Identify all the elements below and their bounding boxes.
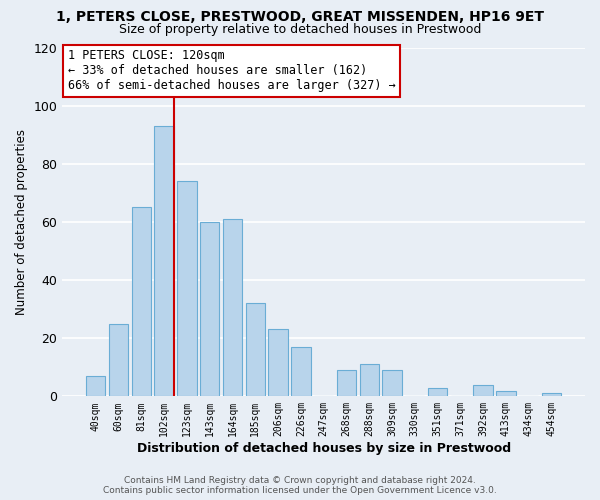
Text: 1 PETERS CLOSE: 120sqm
← 33% of detached houses are smaller (162)
66% of semi-de: 1 PETERS CLOSE: 120sqm ← 33% of detached… [68,49,395,92]
X-axis label: Distribution of detached houses by size in Prestwood: Distribution of detached houses by size … [137,442,511,455]
Bar [473,384,493,396]
Text: Contains HM Land Registry data © Crown copyright and database right 2024.
Contai: Contains HM Land Registry data © Crown c… [103,476,497,495]
Bar [109,324,128,396]
Bar [496,390,515,396]
Bar [268,330,288,396]
Bar [337,370,356,396]
Bar [382,370,402,396]
Bar [542,394,561,396]
Bar [177,181,197,396]
Bar [200,222,220,396]
Bar [359,364,379,396]
Text: Size of property relative to detached houses in Prestwood: Size of property relative to detached ho… [119,22,481,36]
Bar [223,219,242,396]
Y-axis label: Number of detached properties: Number of detached properties [15,129,28,315]
Bar [154,126,174,396]
Bar [428,388,447,396]
Bar [86,376,106,396]
Bar [245,304,265,396]
Bar [291,347,311,397]
Bar [131,208,151,396]
Text: 1, PETERS CLOSE, PRESTWOOD, GREAT MISSENDEN, HP16 9ET: 1, PETERS CLOSE, PRESTWOOD, GREAT MISSEN… [56,10,544,24]
